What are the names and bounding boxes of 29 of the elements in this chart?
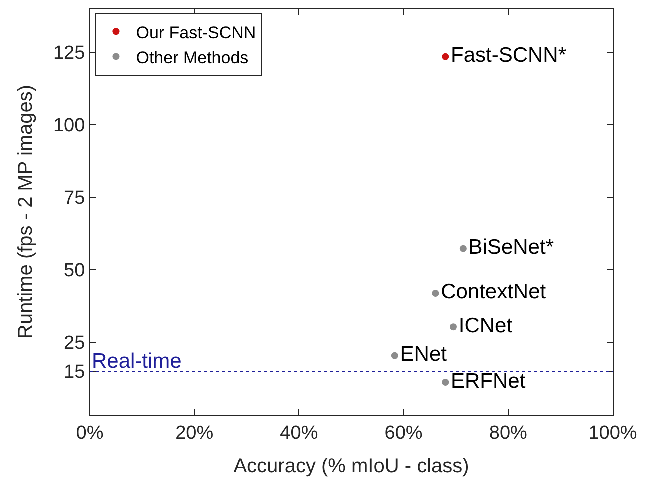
- point: [432, 290, 440, 297]
- y-tick-label: 75: [64, 188, 86, 210]
- y-tick-label: 25: [64, 333, 86, 354]
- x-tick-label: 20%: [176, 422, 214, 444]
- x-tick-label: 60%: [384, 422, 423, 444]
- x-tick-label: 80%: [489, 422, 528, 444]
- ref-line-label: Real-time: [92, 350, 182, 373]
- y-tick-label: 50: [64, 260, 86, 282]
- legend-label: Our Fast-SCNN: [136, 23, 256, 42]
- legend-label: Other Methods: [136, 48, 249, 68]
- y-axis-title: Runtime (fps - 2 MP images): [14, 84, 37, 340]
- y-tick-label: 15: [64, 362, 86, 384]
- x-tick-label: 0%: [76, 422, 104, 444]
- data-label: ICNet: [458, 314, 513, 338]
- data-label: ContextNet: [441, 280, 546, 304]
- point: [391, 352, 398, 360]
- point: [442, 379, 450, 386]
- data-label: ERFNet: [451, 370, 526, 393]
- x-axis-title: Accuracy (% mIoU - class): [234, 455, 470, 478]
- y-tick-label: 100: [53, 116, 86, 137]
- point: [450, 324, 457, 331]
- x-tick-label: 100%: [588, 422, 638, 444]
- data-label: ENet: [400, 343, 448, 366]
- y-tick-label: 125: [53, 43, 86, 64]
- x-tick-label: 40%: [280, 422, 318, 444]
- data-label: BiSeNet*: [468, 236, 554, 260]
- data-label: Fast-SCNN*: [451, 44, 567, 68]
- point: [442, 53, 450, 60]
- point: [460, 245, 467, 252]
